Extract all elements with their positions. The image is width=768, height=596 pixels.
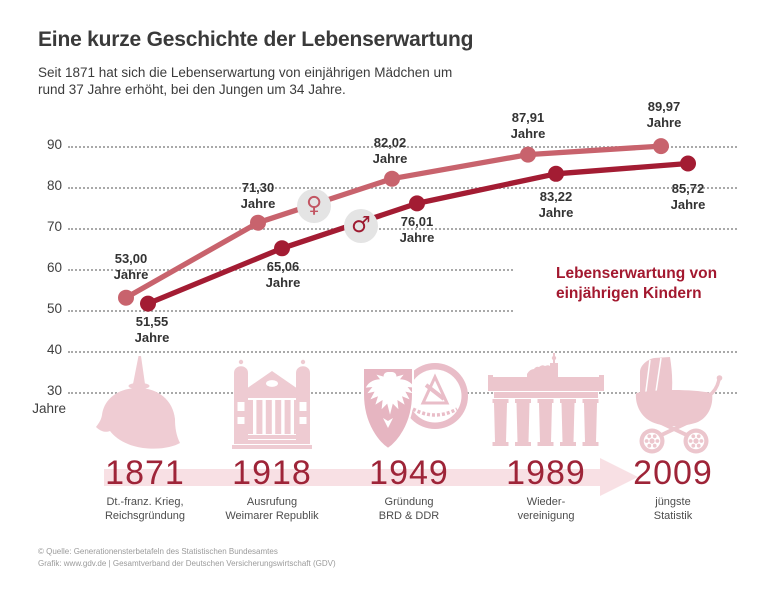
page-title: Eine kurze Geschichte der Lebenserwartun… bbox=[38, 28, 474, 51]
gridline-40 bbox=[68, 351, 737, 353]
timeline-year-1871: 1871 bbox=[105, 454, 185, 492]
timeline-year-1989: 1989 bbox=[506, 454, 586, 492]
gridline-30 bbox=[68, 392, 737, 394]
timeline-caption-1949: Gründung BRD & DDR bbox=[378, 496, 440, 522]
value-label-female-1918: 71,30 Jahre bbox=[240, 180, 276, 211]
timeline-caption-1918: Ausrufung Weimarer Republik bbox=[225, 496, 319, 522]
y-axis-tick: 90 bbox=[46, 137, 62, 152]
timeline-caption-2009: jüngste Statistik bbox=[653, 496, 693, 522]
value-label-male-1918: 65,06 Jahre bbox=[265, 259, 301, 290]
timeline-caption-1989: Wieder- vereinigung bbox=[517, 496, 575, 522]
female-gender-badge: ♀ bbox=[297, 189, 331, 223]
y-axis-tick: 70 bbox=[46, 219, 62, 234]
value-label-female-2009: 89,97 Jahre bbox=[646, 99, 682, 130]
timeline-caption-1871: Dt.-franz. Krieg, Reichsgründung bbox=[104, 496, 186, 522]
value-label-female-1989: 87,91 Jahre bbox=[510, 110, 546, 141]
baby-carriage-icon bbox=[635, 357, 723, 454]
male-gender-badge: ♂ bbox=[344, 209, 378, 243]
y-axis-tick: 50 bbox=[46, 301, 62, 316]
value-label-male-1989: 83,22 Jahre bbox=[538, 189, 574, 220]
y-axis-tick: 30 bbox=[46, 383, 62, 398]
pickelhaube-helmet-icon bbox=[96, 356, 180, 449]
federal-eagle-ddr-emblem-icon bbox=[362, 363, 468, 451]
reichstag-building-icon bbox=[232, 359, 312, 449]
female-icon: ♀ bbox=[305, 193, 323, 218]
credit-line: Grafik: www.gdv.de | Gesamtverband der D… bbox=[38, 559, 336, 568]
value-label-male-2009: 85,72 Jahre bbox=[670, 181, 706, 212]
source-line: © Quelle: Generationensterbetafeln des S… bbox=[38, 547, 278, 556]
y-axis-tick: 80 bbox=[46, 178, 62, 193]
gridline-50 bbox=[68, 310, 513, 312]
timeline-year-1918: 1918 bbox=[232, 454, 312, 492]
timeline-year-1949: 1949 bbox=[369, 454, 449, 492]
subtitle: Seit 1871 hat sich die Lebenserwartung v… bbox=[38, 65, 453, 97]
value-label-male-1949: 76,01 Jahre bbox=[399, 214, 435, 245]
y-axis-unit-label: Jahre bbox=[32, 401, 66, 416]
value-label-female-1871: 53,00 Jahre bbox=[113, 251, 149, 282]
value-label-male-1871: 51,55 Jahre bbox=[134, 314, 170, 345]
timeline-arrow-head bbox=[600, 458, 638, 496]
y-axis-tick: 60 bbox=[46, 260, 62, 275]
timeline-arrow-band bbox=[104, 469, 600, 486]
timeline-year-2009: 2009 bbox=[633, 454, 713, 492]
y-axis-tick: 40 bbox=[46, 342, 62, 357]
brandenburg-gate-icon bbox=[488, 353, 604, 446]
male-icon: ♂ bbox=[351, 213, 371, 238]
chart-annotation: Lebenserwartung von einjährigen Kindern bbox=[556, 265, 718, 302]
gridline-80 bbox=[68, 187, 737, 189]
value-label-female-1949: 82,02 Jahre bbox=[372, 135, 408, 166]
